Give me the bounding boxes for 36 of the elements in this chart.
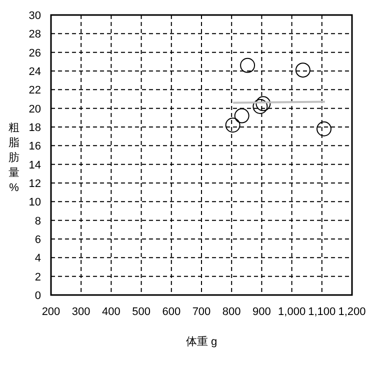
y-tick-label: 28 (28, 28, 41, 41)
x-tick-label: 1,000 (278, 306, 306, 318)
y-tick-label: 0 (34, 290, 41, 302)
y-tick-label: 4 (34, 252, 41, 265)
point (252, 98, 268, 114)
y-tick-label: 2 (34, 271, 41, 284)
x-tick-label: 600 (162, 306, 181, 318)
point (234, 108, 250, 124)
point (240, 58, 256, 73)
x-tick-label: 500 (132, 306, 150, 318)
y-tick-label: 30 (28, 10, 41, 22)
y-tick-label: 14 (28, 159, 41, 172)
y-tick-label: 22 (28, 84, 41, 97)
y-tick-label: 20 (28, 103, 41, 116)
x-tick-label: 700 (192, 306, 211, 318)
y-tick-label: 18 (28, 122, 41, 134)
x-tick-label: 400 (102, 306, 120, 318)
point (225, 118, 240, 133)
x-axis-title: 体重 g (186, 335, 218, 348)
point (316, 121, 332, 136)
y-tick-label: 6 (34, 234, 41, 246)
y-tick-label: 12 (28, 178, 41, 190)
y-tick-label: 16 (28, 140, 41, 153)
y-tick-label: 26 (28, 47, 41, 60)
x-tick-label: 1,200 (338, 306, 366, 318)
y-tick-label: 24 (28, 66, 41, 78)
point (295, 62, 310, 78)
y-axis-title: 粗脂肪量% (8, 122, 20, 194)
x-tick-label: 800 (222, 306, 241, 318)
x-tick-label: 300 (72, 306, 90, 318)
y-tick-label: 10 (28, 196, 41, 209)
x-tick-label: 900 (252, 306, 271, 318)
x-tick-label: 200 (42, 306, 60, 318)
point (256, 96, 271, 112)
x-tick-label: 1,100 (308, 306, 336, 318)
y-tick-label: 8 (34, 215, 41, 228)
